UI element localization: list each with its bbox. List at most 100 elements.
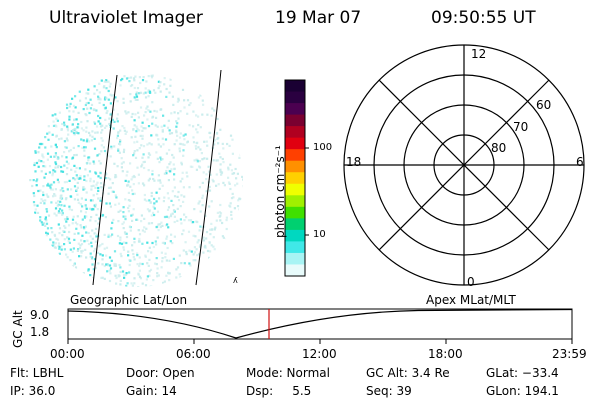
uv-pixel [141, 79, 145, 82]
uv-pixel [90, 188, 93, 191]
uv-pixel [41, 154, 44, 157]
uv-pixel [107, 98, 110, 101]
uv-pixel [77, 111, 80, 114]
uv-pixel [155, 110, 159, 113]
uv-pixel [54, 113, 57, 116]
uv-pixel [168, 132, 172, 135]
uv-pixel [80, 255, 83, 258]
uv-pixel [230, 197, 234, 200]
uv-pixel [161, 224, 164, 227]
uv-pixel [76, 249, 79, 252]
uv-pixel [133, 124, 136, 127]
uv-pixel [80, 251, 83, 254]
uv-pixel [114, 96, 117, 99]
uv-pixel [183, 219, 186, 222]
uv-pixel [57, 181, 60, 184]
uv-pixel [74, 106, 77, 109]
uv-pixel [113, 262, 116, 265]
uv-pixel [173, 186, 176, 189]
uv-pixel [44, 172, 47, 175]
uv-pixel [170, 132, 174, 135]
uv-pixel [141, 129, 144, 132]
uv-pixel [192, 110, 195, 113]
uv-pixel [208, 241, 211, 244]
uv-pixel [195, 114, 198, 117]
uv-pixel [124, 110, 127, 113]
uv-pixel [32, 192, 35, 195]
uv-pixel [89, 98, 92, 101]
uv-pixel [198, 200, 201, 203]
uv-pixel [109, 178, 112, 181]
mlt-label-12: 12 [471, 47, 487, 61]
uv-pixel [205, 173, 208, 176]
uv-pixel [133, 282, 136, 285]
uv-pixel [179, 180, 182, 183]
uv-pixel [210, 114, 213, 117]
uv-pixel [100, 144, 103, 147]
uv-pixel [57, 242, 61, 245]
uv-pixel [197, 96, 200, 99]
uv-pixel [97, 95, 100, 98]
uv-pixel [108, 85, 111, 88]
uv-pixel [161, 257, 164, 260]
meridian-line-west [92, 74, 118, 286]
uv-pixel [178, 273, 181, 276]
gc-alt-axis-text: GC Alt [11, 310, 25, 348]
uv-pixel [70, 130, 73, 133]
lat-label-70: 70 [513, 120, 529, 134]
uv-pixel [146, 275, 149, 278]
uv-pixel [227, 181, 231, 184]
uv-pixel [182, 186, 185, 189]
uv-pixel [43, 222, 46, 225]
uv-pixel [135, 95, 139, 98]
uv-pixel [182, 249, 185, 252]
uv-pixel [114, 194, 117, 197]
uv-pixel [104, 106, 107, 109]
uv-pixel [189, 264, 192, 267]
uv-pixel [67, 237, 71, 240]
uv-pixel [161, 260, 164, 263]
uv-pixel [225, 227, 228, 231]
uv-pixel [108, 256, 112, 259]
uv-pixel [195, 128, 198, 131]
uv-pixel [208, 189, 212, 192]
uv-pixel [143, 193, 146, 197]
uv-pixel [117, 210, 120, 213]
uv-pixel [97, 189, 100, 192]
uv-pixel [82, 188, 85, 191]
uv-pixel [195, 168, 198, 171]
uv-pixel [179, 132, 182, 135]
uv-pixel [120, 157, 123, 160]
uv-pixel [99, 116, 102, 120]
uv-pixel [197, 115, 200, 118]
lat-label-60: 60 [536, 98, 552, 112]
uv-pixel [93, 137, 96, 140]
uv-pixel [141, 242, 144, 245]
uv-pixel [211, 107, 214, 110]
uv-pixel [195, 142, 198, 145]
uv-pixel [153, 197, 156, 200]
uv-pixel [231, 192, 234, 195]
uv-pixel [82, 108, 85, 111]
uv-pixel [42, 165, 45, 168]
mode-info: Mode: Normal [246, 366, 330, 380]
uv-pixel [165, 237, 168, 240]
uv-pixel [165, 169, 168, 173]
uv-pixel [78, 90, 81, 93]
uv-pixel [129, 229, 132, 232]
uv-pixel [112, 108, 115, 111]
uv-pixel [236, 182, 239, 185]
uv-pixel [48, 184, 51, 187]
uv-pixel [158, 161, 161, 164]
color-bar-segment [285, 206, 305, 219]
uv-pixel [157, 138, 160, 141]
uv-pixel [94, 266, 97, 270]
uv-pixel [48, 171, 51, 174]
uv-pixel [40, 221, 43, 224]
uv-pixel [156, 272, 159, 275]
uv-pixel [81, 218, 84, 221]
uv-pixel [59, 200, 62, 203]
y-tick-9: 9.0 [30, 308, 50, 322]
uv-pixel [83, 216, 86, 219]
uv-pixel [137, 111, 140, 114]
